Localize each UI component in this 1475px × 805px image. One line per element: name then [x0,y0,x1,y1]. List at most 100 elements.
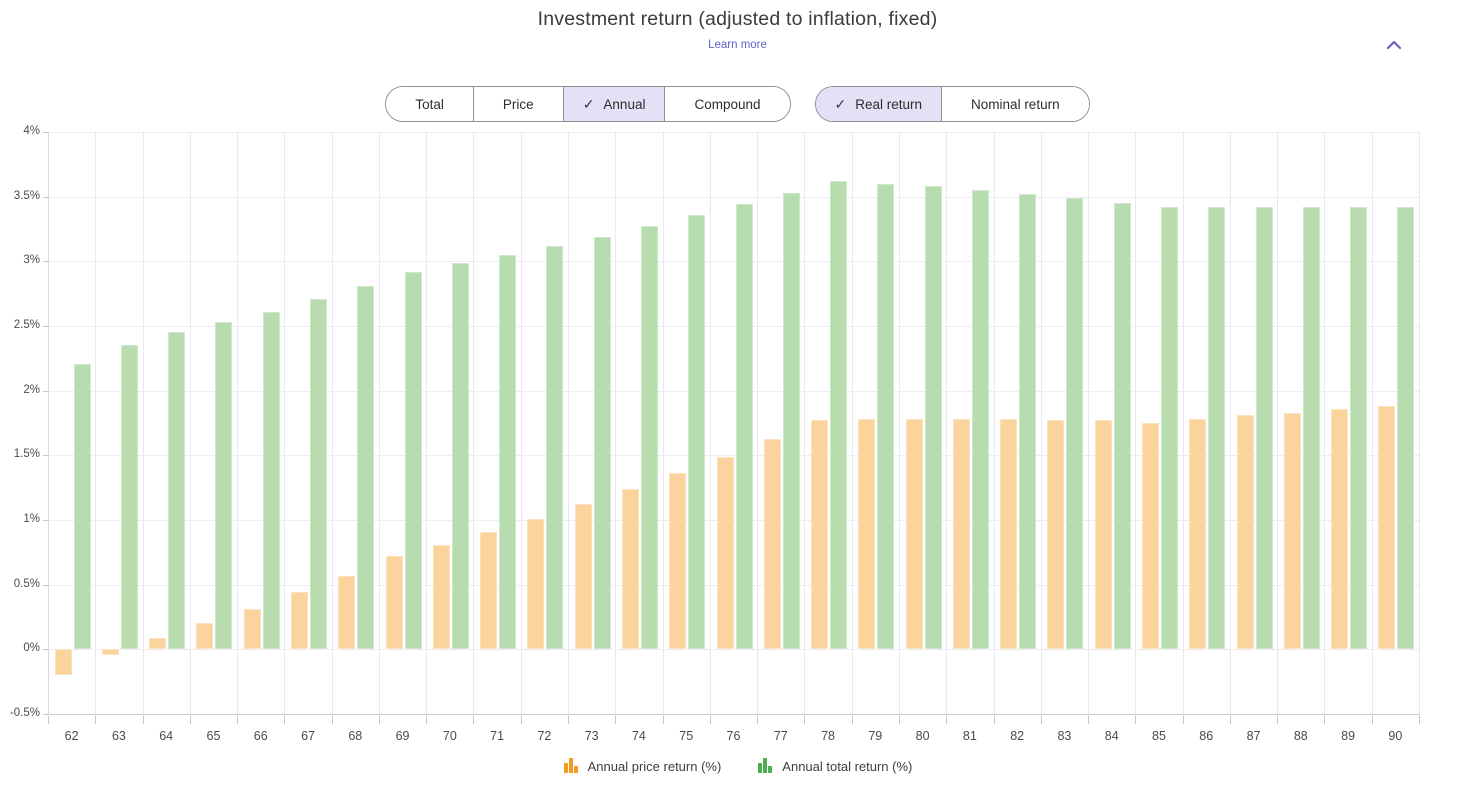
chevron-up-icon [1386,38,1402,53]
gridline-vertical [1088,132,1090,714]
bar-price-return-77[interactable] [763,438,781,650]
y-axis-tick [43,520,48,521]
bar-price-return-75[interactable] [669,473,687,650]
bar-total-return-80[interactable] [924,186,942,650]
bar-price-return-70[interactable] [432,544,450,650]
chart-legend: Annual price return (%) Annual total ret… [0,756,1475,776]
bar-total-return-76[interactable] [735,204,753,650]
bar-total-return-63[interactable] [120,345,138,650]
bar-price-return-69[interactable] [385,556,403,650]
bar-price-return-87[interactable] [1236,415,1254,650]
bar-price-return-67[interactable] [291,592,309,650]
bar-total-return-65[interactable] [215,322,233,650]
bar-total-return-83[interactable] [1066,197,1084,650]
gridline-vertical [473,132,475,714]
x-axis-tick [1371,716,1373,724]
gridline-horizontal [49,584,1420,586]
x-axis-tick [757,716,759,724]
bar-price-return-62[interactable] [54,649,72,676]
bar-total-return-82[interactable] [1019,194,1037,650]
gridline-horizontal [49,132,1420,133]
bar-total-return-75[interactable] [688,214,706,650]
bar-total-return-71[interactable] [499,254,517,650]
gridline-horizontal [49,455,1420,457]
toggle-compound-label: Compound [694,96,761,112]
bar-price-return-78[interactable] [811,420,829,650]
bar-total-return-62[interactable] [73,363,91,650]
learn-more-link[interactable]: Learn more [708,39,767,51]
legend-item-price-return[interactable]: Annual price return (%) [563,756,721,776]
bar-price-return-82[interactable] [1000,419,1018,650]
x-axis-tick [898,716,900,724]
x-axis-label: 66 [253,729,268,743]
toggle-price[interactable]: Price [472,87,563,121]
chart: 4% 3.5% 3% 2.5% 2% 1.5% 1% 0.5% 0% -0.5% 62 63 64 65 6… [0,125,1475,746]
x-axis-label: 76 [726,729,741,743]
bar-total-return-81[interactable] [971,190,989,650]
x-axis-label: 78 [821,729,835,743]
toggle-total[interactable]: Total [386,87,473,121]
bar-price-return-90[interactable] [1378,406,1396,650]
bar-price-return-74[interactable] [621,488,639,650]
bar-price-return-84[interactable] [1094,420,1112,650]
bar-price-return-76[interactable] [716,456,734,650]
legend-item-total-return[interactable]: Annual total return (%) [757,756,912,776]
bar-total-return-88[interactable] [1302,207,1320,650]
bar-price-return-64[interactable] [149,637,167,650]
toggle-real-return[interactable]: ✓ Real return [815,87,942,121]
bar-price-return-81[interactable] [952,419,970,650]
gridline-vertical [1277,132,1279,714]
toggle-price-label: Price [502,96,534,112]
view-toggle-group: Total Price ✓ Annual Compound [385,86,791,122]
x-axis-tick [804,716,806,724]
bar-total-return-68[interactable] [357,285,375,650]
x-axis-label: 87 [1246,729,1261,743]
bar-price-return-79[interactable] [858,419,876,650]
legend-label-total-return: Annual total return (%) [782,758,913,774]
bar-price-return-63[interactable] [101,649,119,655]
bar-price-return-73[interactable] [574,504,592,650]
bar-price-return-83[interactable] [1047,420,1065,650]
bar-price-return-86[interactable] [1189,419,1207,650]
gridline-horizontal [49,326,1420,327]
x-axis-tick [237,716,239,724]
bar-total-return-90[interactable] [1397,207,1415,650]
gridline-vertical [757,132,759,714]
x-axis-label: 74 [631,729,646,743]
x-axis-label: 81 [962,729,977,743]
x-axis-tick [1088,716,1090,724]
bar-price-return-89[interactable] [1331,408,1349,650]
bar-total-return-64[interactable] [168,332,186,650]
bar-price-return-71[interactable] [480,531,498,650]
gridline-horizontal [49,196,1420,198]
bar-total-return-74[interactable] [640,226,658,650]
bar-total-return-69[interactable] [404,271,422,650]
bar-total-return-70[interactable] [451,262,469,650]
bar-total-return-85[interactable] [1160,207,1178,650]
bar-price-return-80[interactable] [905,419,923,650]
bar-total-return-78[interactable] [830,181,848,650]
bar-total-return-89[interactable] [1350,207,1368,650]
bar-price-return-85[interactable] [1141,423,1159,650]
toggle-annual[interactable]: ✓ Annual [562,87,665,121]
bar-total-return-87[interactable] [1255,207,1273,650]
bar-total-return-79[interactable] [877,183,895,650]
toggle-nominal-return[interactable]: Nominal return [941,87,1089,121]
bar-total-return-73[interactable] [593,236,611,650]
x-axis-tick [1419,716,1420,724]
collapse-panel-button[interactable] [1379,30,1409,60]
bar-total-return-86[interactable] [1208,207,1226,650]
bar-price-return-88[interactable] [1283,412,1301,650]
bar-price-return-68[interactable] [338,575,356,650]
bar-total-return-84[interactable] [1113,203,1131,650]
bar-price-return-65[interactable] [196,623,214,650]
bar-total-return-67[interactable] [310,298,328,650]
bar-total-return-66[interactable] [262,311,280,650]
bar-total-return-77[interactable] [782,192,800,650]
gridline-vertical [331,132,333,714]
bar-price-return-66[interactable] [243,609,261,650]
bar-total-return-72[interactable] [546,245,564,650]
toggle-nominal-return-label: Nominal return [971,96,1060,112]
bar-price-return-72[interactable] [527,518,545,650]
toggle-compound[interactable]: Compound [664,87,790,121]
